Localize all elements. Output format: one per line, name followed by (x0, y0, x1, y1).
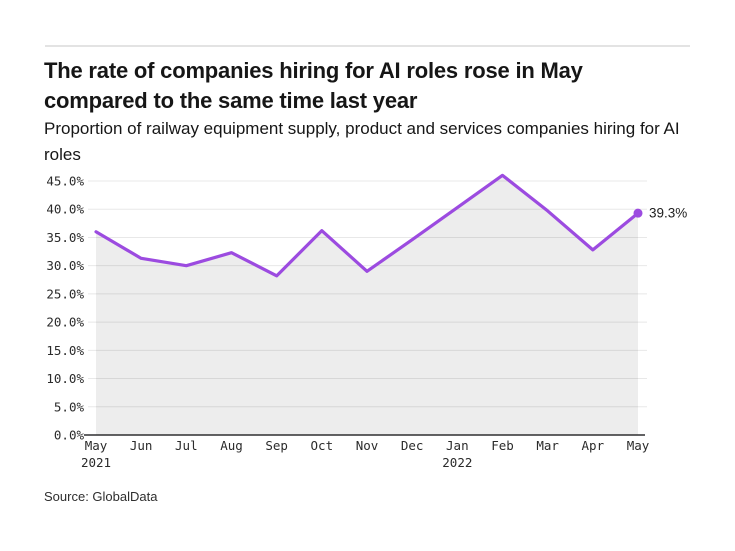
x-tick-label: Dec (401, 438, 424, 453)
x-tick-label: May (627, 438, 650, 453)
x-year-label: 2021 (81, 455, 111, 470)
y-tick-label: 10.0% (46, 371, 84, 386)
y-tick-label: 5.0% (54, 399, 85, 414)
x-tick-label: Jun (130, 438, 153, 453)
chart-subtitle: Proportion of railway equipment supply, … (44, 119, 680, 164)
y-tick-label: 35.0% (46, 230, 84, 245)
top-divider (45, 45, 690, 47)
x-tick-label: Oct (311, 438, 334, 453)
x-tick-label: Jan (446, 438, 469, 453)
y-tick-label: 0.0% (54, 428, 85, 443)
x-tick-label: Jul (175, 438, 198, 453)
x-tick-label: May (85, 438, 108, 453)
y-tick-label: 20.0% (46, 315, 84, 330)
last-point-value-label: 39.3% (649, 206, 687, 221)
series-line (94, 173, 640, 278)
source-attribution: Source: GlobalData (44, 489, 158, 504)
y-tick-label: 25.0% (46, 286, 84, 301)
line-chart-svg: 0.0% 5.0% 10.0% 15.0% 20.0% 25.0% 30.0% 35.0% 40… (46, 173, 687, 471)
y-tick-label: 40.0% (46, 202, 84, 217)
x-tick-label: Apr (582, 438, 605, 453)
x-tick-label: Nov (356, 438, 379, 453)
x-year-label: 2022 (442, 455, 472, 470)
y-tick-label: 45.0% (46, 174, 84, 189)
x-tick-label: Aug (220, 438, 243, 453)
x-tick-label: Sep (265, 438, 288, 453)
chart-title: The rate of companies hiring for AI role… (44, 58, 583, 113)
y-tick-label: 30.0% (46, 258, 84, 273)
end-point-marker (633, 208, 643, 218)
x-tick-label: Mar (536, 438, 559, 453)
x-tick-label: Feb (491, 438, 514, 453)
y-tick-label: 15.0% (46, 343, 84, 358)
chart-area: 0.0% 5.0% 10.0% 15.0% 20.0% 25.0% 30.0% 35.0% 40… (0, 168, 735, 480)
area-fill (96, 175, 638, 435)
